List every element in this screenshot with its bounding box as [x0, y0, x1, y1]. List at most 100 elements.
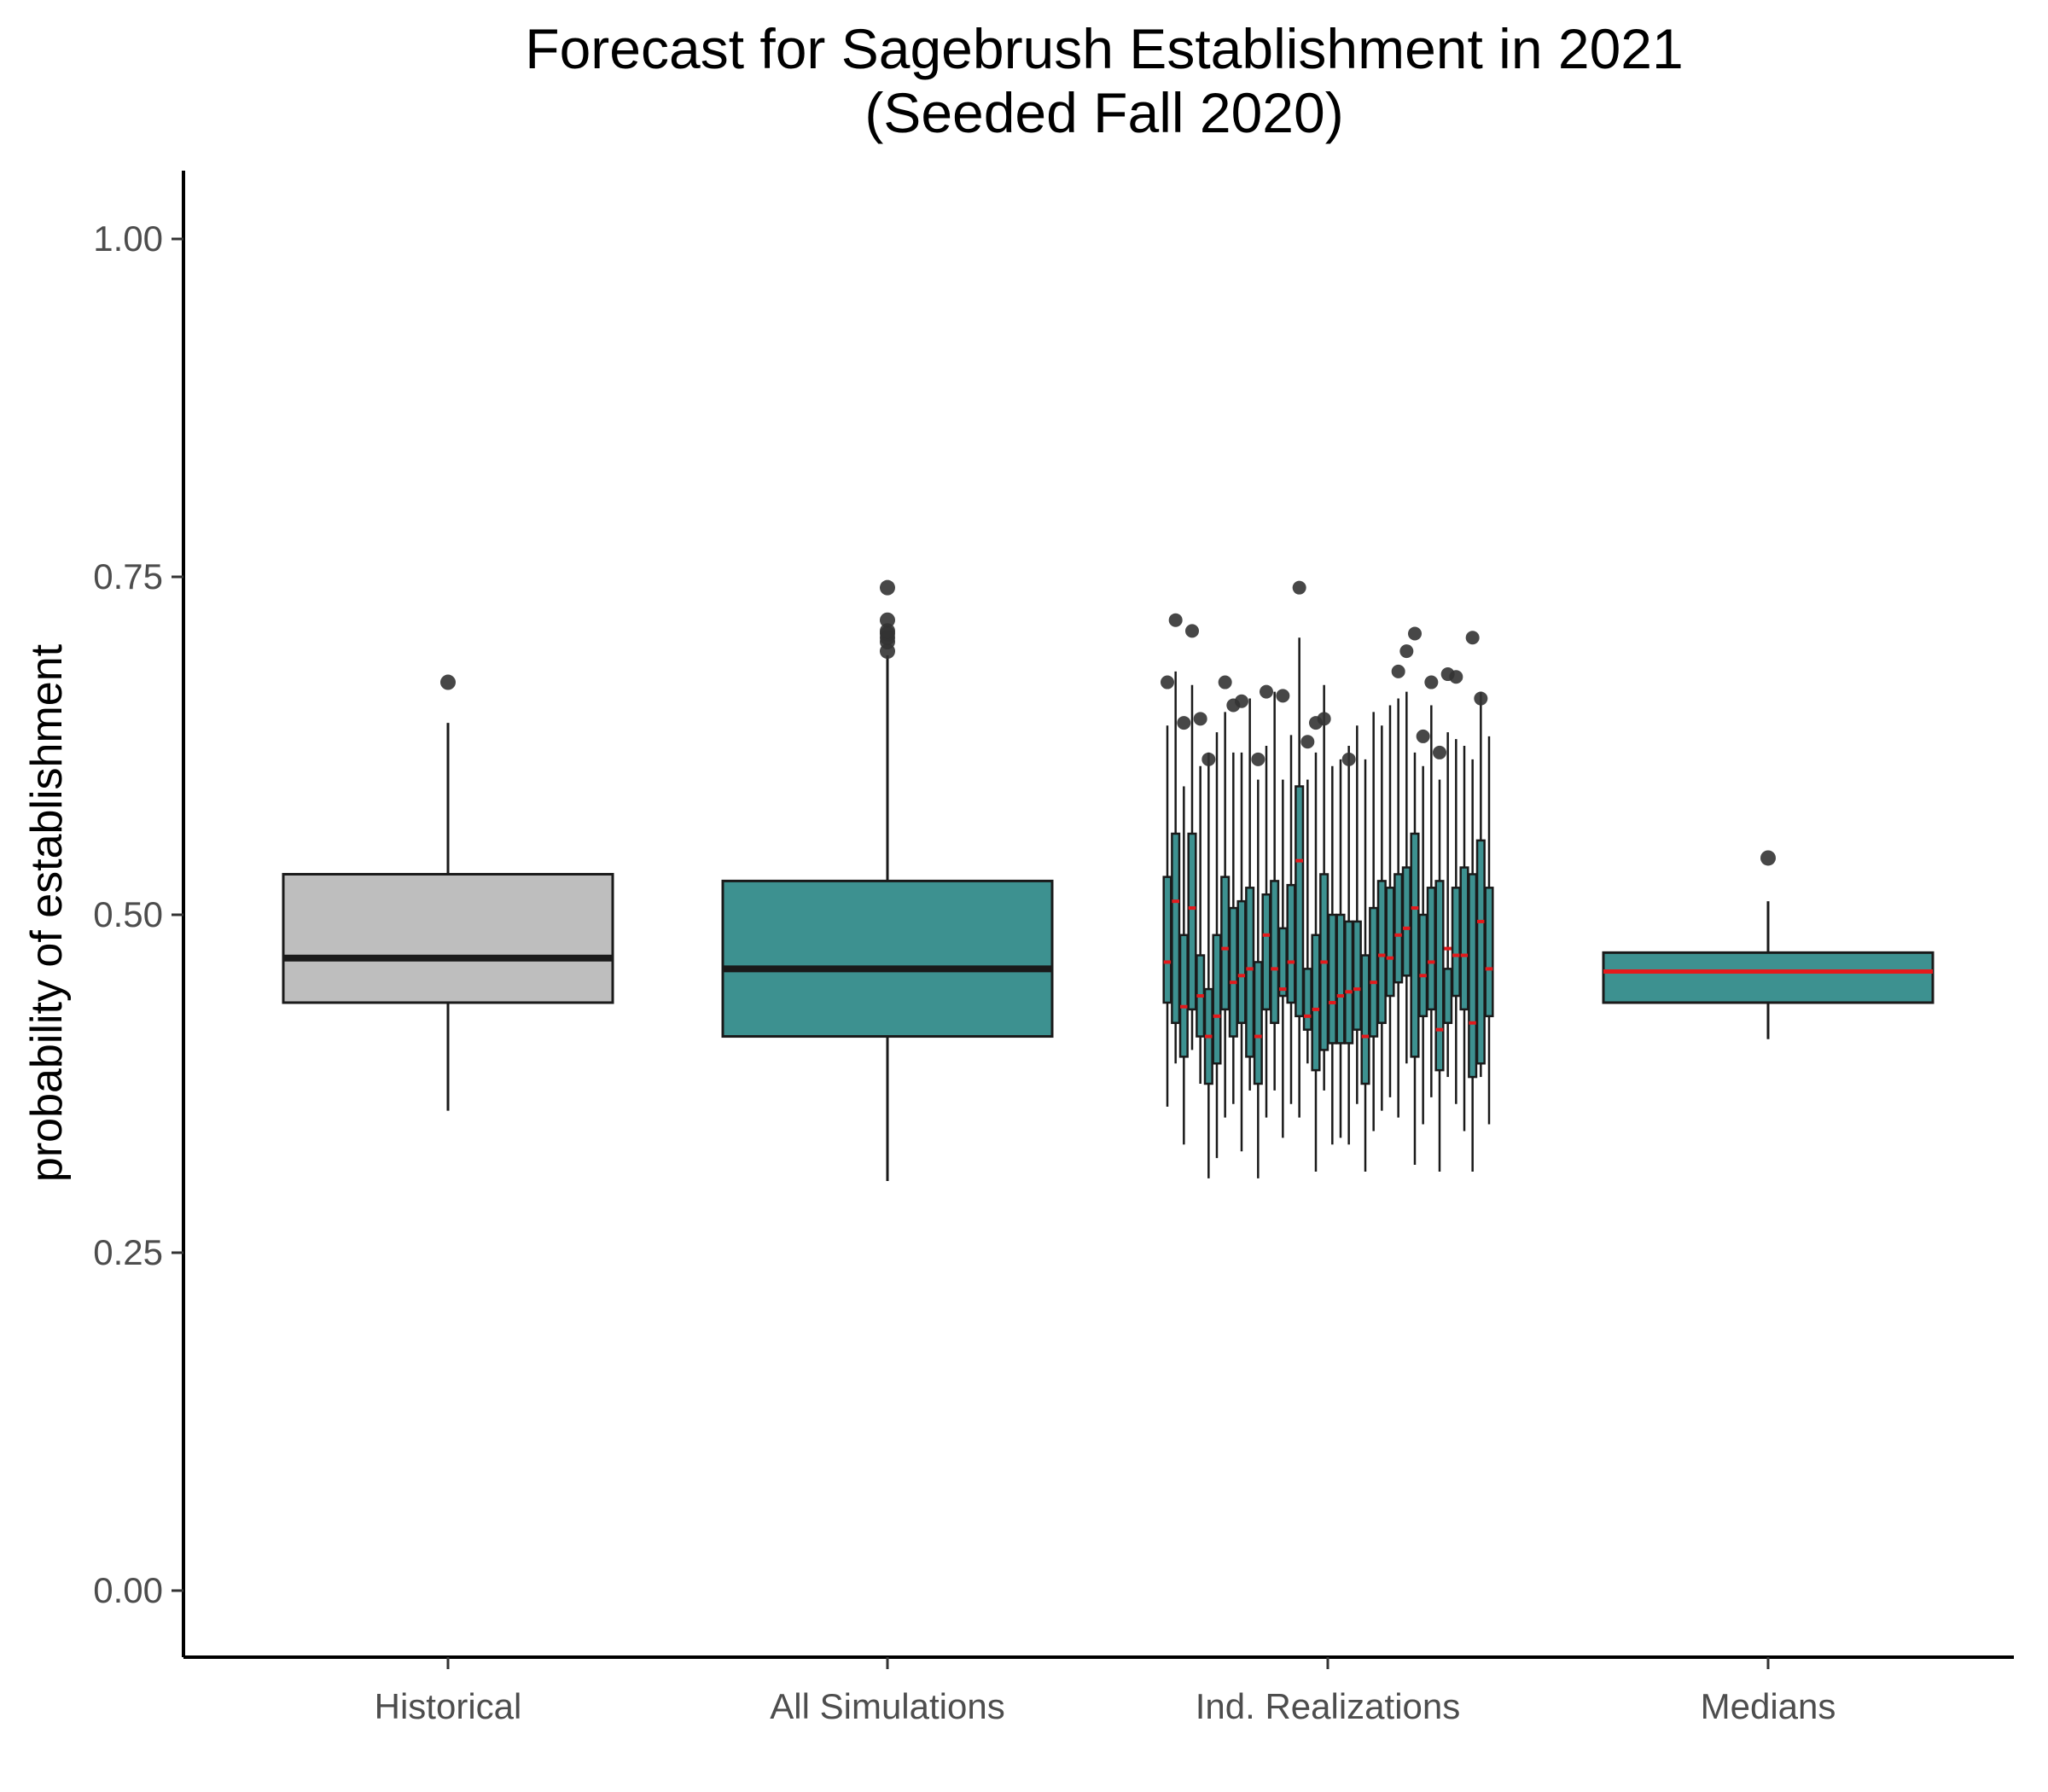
outlier-point [1161, 675, 1174, 689]
realization-box [1286, 735, 1296, 1104]
realization-box [1292, 580, 1306, 1118]
outlier-point [440, 674, 456, 690]
chart-title-line-2: (Seeded Fall 2020) [864, 81, 1343, 144]
outlier-point [880, 623, 895, 639]
box-iqr [1393, 873, 1404, 984]
box-iqr [1220, 876, 1231, 1011]
realization-box [1251, 752, 1265, 1178]
box-iqr [1369, 906, 1379, 1038]
realization-box [1335, 759, 1346, 1138]
outlier-point [1391, 664, 1405, 678]
box-medians [1602, 850, 1935, 1039]
box-iqr [1401, 866, 1411, 977]
realization-box [1201, 752, 1216, 1178]
outlier-point [1201, 752, 1216, 766]
box-iqr [1410, 832, 1420, 1058]
outlier-point [1341, 752, 1356, 766]
realization-box [1369, 712, 1379, 1132]
x-tick-label: All Simulations [770, 1686, 1004, 1726]
realization-box [1235, 694, 1248, 1152]
x-tick-label: Ind. Realizations [1196, 1686, 1461, 1726]
realization-box [1416, 729, 1430, 1125]
outlier-point [1260, 684, 1273, 699]
box-iqr [282, 872, 614, 1004]
outlier-point [1218, 675, 1232, 689]
box-iqr [1418, 913, 1428, 1018]
outlier-point [1449, 670, 1463, 684]
outlier-point [1292, 580, 1306, 595]
box-iqr [1311, 934, 1321, 1072]
box-iqr [1602, 951, 1935, 1004]
outlier-point [1760, 850, 1776, 866]
y-tick-label: 1.00 [93, 218, 163, 259]
box-iqr [721, 879, 1054, 1039]
box-iqr [1468, 873, 1478, 1079]
box-iqr [1302, 968, 1312, 1031]
y-tick-label: 0.75 [93, 556, 163, 596]
box-historical [282, 674, 614, 1111]
y-axis-title: probability of establishment [22, 643, 72, 1182]
box-ind-realizations [1161, 580, 1494, 1178]
box-iqr [1286, 883, 1296, 1004]
outlier-point [1399, 644, 1414, 659]
realization-box [1177, 716, 1191, 1145]
box-all-simulations [721, 579, 1054, 1182]
realization-box [1360, 759, 1370, 1172]
outlier-point [1474, 691, 1488, 706]
box-iqr [1484, 887, 1494, 1018]
realization-box [1212, 732, 1222, 1159]
box-iqr [1459, 866, 1469, 1011]
outlier-point [1408, 626, 1422, 641]
realization-box [1408, 626, 1422, 1166]
box-iqr [1187, 832, 1197, 1011]
realization-box [1376, 725, 1387, 1111]
box-iqr [1270, 880, 1280, 1024]
y-tick-label: 0.50 [93, 894, 163, 934]
box-iqr [1335, 913, 1346, 1044]
box-iqr [1376, 880, 1387, 1024]
realization-box [1300, 735, 1315, 1064]
outlier-point [1168, 613, 1183, 627]
x-tick-label: Historical [375, 1686, 522, 1726]
box-iqr [1261, 893, 1271, 1011]
box-iqr [1385, 887, 1395, 998]
outlier-point [1177, 716, 1191, 730]
box-iqr [1352, 920, 1362, 1031]
box-iqr [1426, 887, 1436, 1011]
box-iqr [1253, 961, 1263, 1085]
box-iqr [1245, 887, 1255, 1058]
box-iqr [1475, 839, 1486, 1065]
realization-box [1276, 689, 1290, 1138]
outlier-point [880, 612, 895, 628]
chart-title-line-1: Forecast for Sagebrush Establishment in … [525, 17, 1683, 80]
outlier-point [880, 579, 895, 596]
box-iqr [1236, 899, 1247, 1024]
realization-box [1168, 613, 1183, 1064]
realization-box [1270, 691, 1280, 1091]
plot-marks [282, 579, 1935, 1182]
box-iqr [1360, 954, 1370, 1085]
box-iqr [1295, 785, 1305, 1018]
outlier-point [1424, 675, 1439, 689]
box-iqr [1434, 880, 1445, 1072]
realization-box [1185, 624, 1199, 1050]
outlier-point [1433, 745, 1446, 759]
outlier-point [1465, 631, 1480, 645]
box-iqr [1162, 876, 1172, 1004]
outlier-point [1185, 624, 1199, 638]
box-iqr [1178, 934, 1189, 1058]
x-axis: Historical All Simulations Ind. Realizatio… [183, 1655, 2014, 1726]
y-tick-label: 0.25 [93, 1232, 163, 1272]
realization-box [1484, 736, 1494, 1125]
box-iqr [1443, 968, 1453, 1024]
box-iqr [1277, 927, 1288, 998]
outlier-point [1193, 712, 1207, 726]
y-tick-label: 0.00 [93, 1570, 163, 1610]
realization-box [1385, 705, 1395, 1097]
outlier-point [1276, 689, 1290, 703]
box-iqr [1228, 906, 1238, 1038]
x-tick-label: Medians [1701, 1686, 1836, 1726]
realization-box [1391, 664, 1405, 1118]
realization-box [1459, 746, 1469, 1132]
